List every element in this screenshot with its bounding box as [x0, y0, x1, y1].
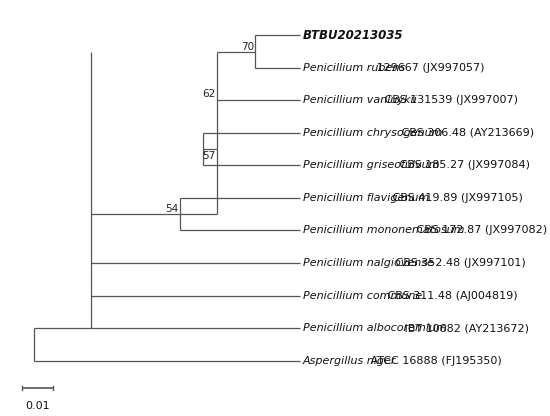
Text: Penicillium nalgiovense: Penicillium nalgiovense: [302, 258, 433, 268]
Text: CBS 311.48 (AJ004819): CBS 311.48 (AJ004819): [384, 290, 518, 300]
Text: ATCC 16888 (FJ195350): ATCC 16888 (FJ195350): [367, 356, 502, 366]
Text: 0.01: 0.01: [25, 401, 50, 411]
Text: 54: 54: [165, 204, 178, 214]
Text: Penicillium griseofulvum: Penicillium griseofulvum: [302, 161, 439, 171]
Text: CBS 131539 (JX997007): CBS 131539 (JX997007): [381, 95, 518, 105]
Text: CBS 172.87 (JX997082): CBS 172.87 (JX997082): [413, 225, 547, 235]
Text: Penicillium commune: Penicillium commune: [302, 290, 422, 300]
Text: 62: 62: [202, 89, 216, 99]
Text: Penicillium vanluykii: Penicillium vanluykii: [302, 95, 416, 105]
Text: 129667 (JX997057): 129667 (JX997057): [372, 63, 484, 73]
Text: Penicillium mononematosum: Penicillium mononematosum: [302, 225, 464, 235]
Text: CBS 419.89 (JX997105): CBS 419.89 (JX997105): [389, 193, 523, 203]
Text: 70: 70: [241, 42, 254, 52]
Text: Penicillium rubens: Penicillium rubens: [302, 63, 405, 73]
Text: Penicillium albocoremium: Penicillium albocoremium: [302, 323, 447, 333]
Text: IBT 10682 (AY213672): IBT 10682 (AY213672): [401, 323, 529, 333]
Text: BTBU20213035: BTBU20213035: [302, 29, 403, 42]
Text: CBS 306.48 (AY213669): CBS 306.48 (AY213669): [398, 128, 534, 138]
Text: 57: 57: [202, 151, 216, 161]
Text: Aspergillus niger: Aspergillus niger: [302, 356, 396, 366]
Text: CBS 185.27 (JX997084): CBS 185.27 (JX997084): [396, 161, 530, 171]
Text: Penicillium flavigenum: Penicillium flavigenum: [302, 193, 429, 203]
Text: CBS 352.48 (JX997101): CBS 352.48 (JX997101): [392, 258, 526, 268]
Text: Penicillium chrysogenum: Penicillium chrysogenum: [302, 128, 442, 138]
